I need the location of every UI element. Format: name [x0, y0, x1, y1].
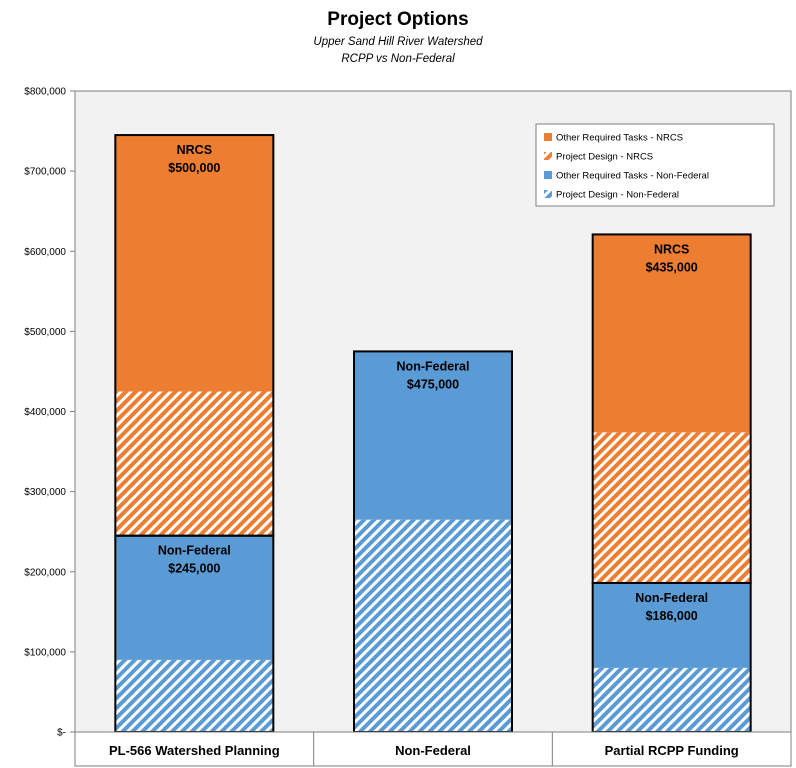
legend-entry-label: Other Required Tasks - Non-Federal: [556, 171, 709, 182]
bar-label-value: $500,000: [168, 161, 220, 175]
bar-segment-project-design-non-federal: [115, 659, 274, 732]
bars: [114, 134, 752, 734]
y-tick-label: $300,000: [24, 487, 66, 498]
y-tick-label: $600,000: [24, 247, 66, 258]
bar-label-value: $186,000: [646, 609, 698, 623]
y-axis: $- $100,000 $200,000 $300,000 $400,000 $500,0…: [24, 87, 75, 739]
chart-title: Project Options: [327, 9, 468, 30]
legend-box: [535, 123, 775, 207]
y-tick-label: $400,000: [24, 407, 66, 418]
legend-swatch: [544, 171, 552, 179]
legend-entry-label: Project Design - NRCS: [556, 152, 653, 163]
x-tick-label: Partial RCPP Funding: [605, 743, 739, 758]
y-tick-label: $-: [57, 728, 66, 739]
bar-segment-other-required-tasks-non-federal: [592, 582, 751, 668]
y-tick-label: $700,000: [24, 167, 66, 178]
x-tick-label: Non-Federal: [395, 743, 471, 758]
x-tick-label: PL-566 Watershed Planning: [109, 743, 280, 758]
y-tick-label: $100,000: [24, 647, 66, 658]
legend-entry-label: Project Design - Non-Federal: [556, 190, 679, 201]
chart-subtitle-line-1: Upper Sand Hill River Watershed: [313, 36, 483, 48]
bar-label-name: NRCS: [177, 143, 212, 157]
legend-swatch: [544, 190, 552, 198]
bar-label-value: $475,000: [407, 377, 459, 391]
bar-label-name: Non-Federal: [158, 544, 231, 558]
bar-segment-project-design-non-federal: [592, 667, 751, 732]
y-tick-label: $200,000: [24, 567, 66, 578]
bar-label-name: Non-Federal: [397, 359, 470, 373]
y-tick-label: $800,000: [24, 87, 66, 98]
bar-segment-project-design-non-federal: [354, 519, 512, 732]
bar-label-name: NRCS: [654, 242, 689, 256]
legend-swatch: [544, 152, 552, 160]
bar-segment-other-required-tasks-non-federal: [115, 535, 274, 660]
bar-segment-other-required-tasks-nrcs: [115, 135, 274, 392]
bar-outline-nrcs: [114, 134, 275, 537]
bar-segment-project-design-nrcs: [592, 432, 751, 583]
legend-entry-label: Other Required Tasks - NRCS: [556, 133, 683, 144]
bar-label-value: $245,000: [168, 562, 220, 576]
x-axis: PL-566 Watershed Planning Non-Federal Part…: [74, 731, 792, 767]
bar-outline-nrcs: [591, 233, 752, 584]
bar-segment-other-required-tasks-nrcs: [592, 234, 751, 433]
y-tick-label: $500,000: [24, 327, 66, 338]
bar-segment-project-design-nrcs: [115, 391, 274, 536]
bar-label-value: $435,000: [646, 260, 698, 274]
legend-swatch: [544, 133, 552, 141]
bar-labels: Non-Federal $245,000 NRCS $500,000 Non-Feder…: [158, 143, 708, 623]
bar-label-name: Non-Federal: [635, 591, 708, 605]
chart-subtitle-line-2: RCPP vs Non-Federal: [341, 53, 455, 65]
bar-segment-other-required-tasks-non-federal: [354, 351, 512, 520]
x-axis-band: [74, 731, 792, 767]
legend: Other Required Tasks - NRCS Project Desig…: [535, 123, 775, 207]
